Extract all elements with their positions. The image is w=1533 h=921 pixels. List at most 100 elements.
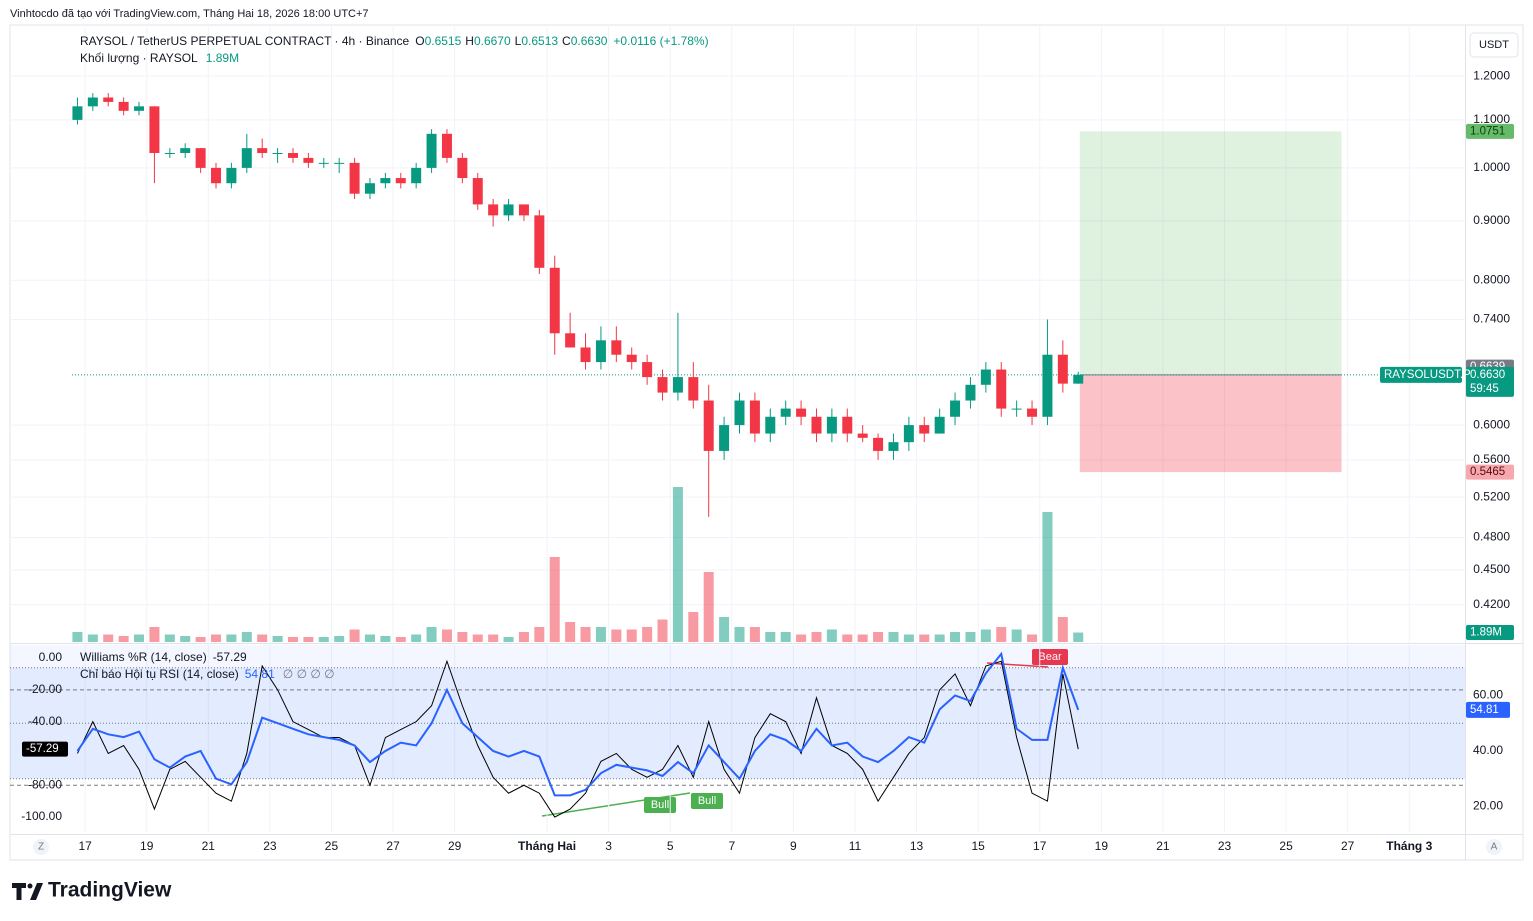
x-tick-label: 27 — [386, 839, 400, 853]
x-tick-label: 21 — [1156, 839, 1170, 853]
candle-body — [657, 377, 668, 393]
divergence-label: Bull — [651, 799, 669, 811]
volume-bar — [842, 634, 853, 642]
candle-body — [1073, 374, 1084, 384]
a-label[interactable]: A — [1491, 842, 1498, 853]
volume-bar — [411, 634, 422, 642]
williams-value-box — [22, 741, 68, 757]
rsi-value-box — [1466, 701, 1510, 718]
target-label-box — [1466, 123, 1514, 139]
z-label[interactable]: Z — [38, 842, 44, 853]
volume-bar — [334, 636, 345, 642]
volume-bar — [1057, 617, 1068, 642]
candle-body — [934, 416, 945, 434]
candle-body — [287, 152, 298, 158]
candle-body — [611, 340, 622, 355]
volume-bar — [103, 634, 114, 642]
williams-tick-label: -100.00 — [21, 809, 62, 823]
divergence-lines — [541, 649, 1068, 817]
candle-body — [303, 157, 314, 163]
x-tick-label: 3 — [605, 839, 612, 853]
candle-body — [996, 369, 1007, 409]
target-zone — [1079, 131, 1342, 375]
currency[interactable]: USDT — [1479, 39, 1509, 51]
x-tick-label: 13 — [910, 839, 924, 853]
volume-bar — [1073, 632, 1084, 642]
candle-body — [950, 400, 961, 417]
volume-bar — [211, 634, 222, 642]
y-tick-label: 1.0000 — [1473, 160, 1510, 174]
candle-body — [580, 347, 591, 363]
volume-bar — [626, 629, 637, 642]
williams-value: -57.29 — [26, 743, 59, 755]
volume-bar — [565, 622, 576, 642]
candle-body — [164, 152, 175, 154]
volume-bar — [534, 627, 545, 642]
candle-body — [1027, 408, 1038, 417]
volume-bar — [688, 612, 699, 642]
legend-part: ∅ ∅ ∅ ∅ — [283, 667, 335, 681]
rsi-line — [76, 651, 1080, 797]
y-tick-label: 0.6000 — [1473, 417, 1510, 431]
candle-body — [1057, 354, 1068, 384]
volume-bar — [919, 634, 930, 642]
candle-body — [734, 400, 745, 426]
brand: TradingView — [48, 879, 172, 902]
symbol-tag: RAYSOLUSDT.P — [1384, 369, 1471, 381]
candle-body — [272, 152, 283, 154]
volume-bar — [1027, 634, 1038, 642]
candle-body — [688, 377, 699, 401]
brand-logo — [12, 883, 43, 900]
volume-bar — [873, 632, 884, 642]
candle-body — [364, 183, 375, 194]
volume-bar — [642, 627, 653, 642]
x-tick-label: 7 — [728, 839, 735, 853]
legend-part: 0.6630 — [571, 34, 608, 48]
legend-part: Williams %R (14, close) — [80, 650, 207, 664]
volume-bar — [719, 617, 730, 642]
volume-bar — [472, 634, 483, 642]
volume-bar — [580, 627, 591, 642]
legend-part: L — [515, 34, 522, 48]
candle-body — [534, 215, 545, 268]
volume-bar — [72, 632, 83, 642]
volume-bar — [441, 629, 452, 642]
volume-bar — [857, 634, 868, 642]
x-tick-label: 9 — [790, 839, 797, 853]
volume-bar — [1011, 629, 1022, 642]
a-button[interactable] — [1486, 839, 1502, 855]
y-tick-label: 0.5600 — [1473, 452, 1510, 466]
x-tick-label: 25 — [1279, 839, 1293, 853]
candle-body — [426, 133, 437, 168]
symbol-tag-box — [1380, 366, 1462, 383]
volume-bar — [287, 637, 298, 642]
candle-body — [180, 148, 191, 153]
legend-part: Khối lượng · RAYSOL — [80, 51, 198, 65]
legend-part: 0.6515 — [425, 34, 462, 48]
x-tick-label: 23 — [1218, 839, 1232, 853]
candle-body — [642, 362, 653, 378]
x-tick-label: 23 — [263, 839, 277, 853]
volume-bar — [796, 634, 807, 642]
candle-body — [118, 101, 129, 111]
candle-body — [565, 333, 576, 348]
candle-body — [965, 384, 976, 401]
volume-bar — [241, 632, 252, 642]
target-label: 1.0751 — [1470, 125, 1505, 137]
currency-button[interactable] — [1469, 32, 1519, 58]
legend-part: 0.6670 — [474, 34, 511, 48]
candle-body — [903, 425, 914, 443]
volume-bar — [980, 629, 991, 642]
williams-tick-label: -20.00 — [28, 682, 62, 696]
stop-label: 0.5465 — [1470, 466, 1505, 478]
volume-bar — [134, 634, 145, 642]
candle-body — [842, 416, 853, 434]
candle-body — [411, 167, 422, 184]
candle-body — [549, 267, 560, 334]
y-tick-label: 0.7400 — [1473, 312, 1510, 326]
z-button[interactable] — [33, 839, 49, 855]
candle-body — [134, 106, 145, 111]
legend-part: O — [415, 34, 424, 48]
volume-bar — [503, 637, 514, 642]
